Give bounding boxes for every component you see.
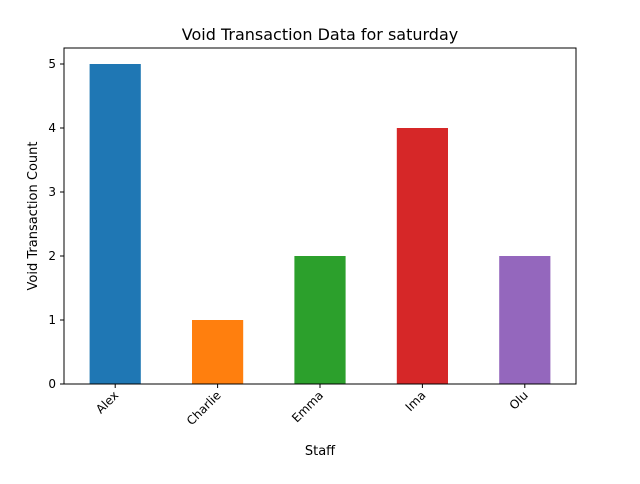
y-tick-label: 4	[48, 121, 56, 135]
bar-charlie	[192, 320, 244, 384]
chart-title: Void Transaction Data for saturday	[182, 25, 458, 44]
x-tick-label: Ima	[403, 388, 429, 414]
x-axis-label: Staff	[305, 444, 336, 459]
y-tick-label: 1	[48, 313, 56, 327]
y-tick-label: 3	[48, 185, 56, 199]
y-tick-label: 0	[48, 377, 56, 391]
plot-area: 0 1 2 3 4 5 Alex Charlie Emma Ima Olu	[48, 47, 577, 428]
y-axis-label: Void Transaction Count	[26, 142, 41, 291]
bar-ima	[396, 128, 448, 384]
bar-alex	[89, 64, 141, 384]
bar-emma	[294, 256, 346, 384]
y-tick-label: 2	[48, 249, 56, 263]
x-tick-label: Olu	[507, 388, 531, 412]
x-tick-label: Charlie	[184, 388, 224, 428]
x-tick-label: Alex	[93, 388, 121, 416]
bar-olu	[499, 256, 551, 384]
y-tick-label: 5	[48, 57, 56, 71]
x-tick-label: Emma	[289, 388, 326, 425]
